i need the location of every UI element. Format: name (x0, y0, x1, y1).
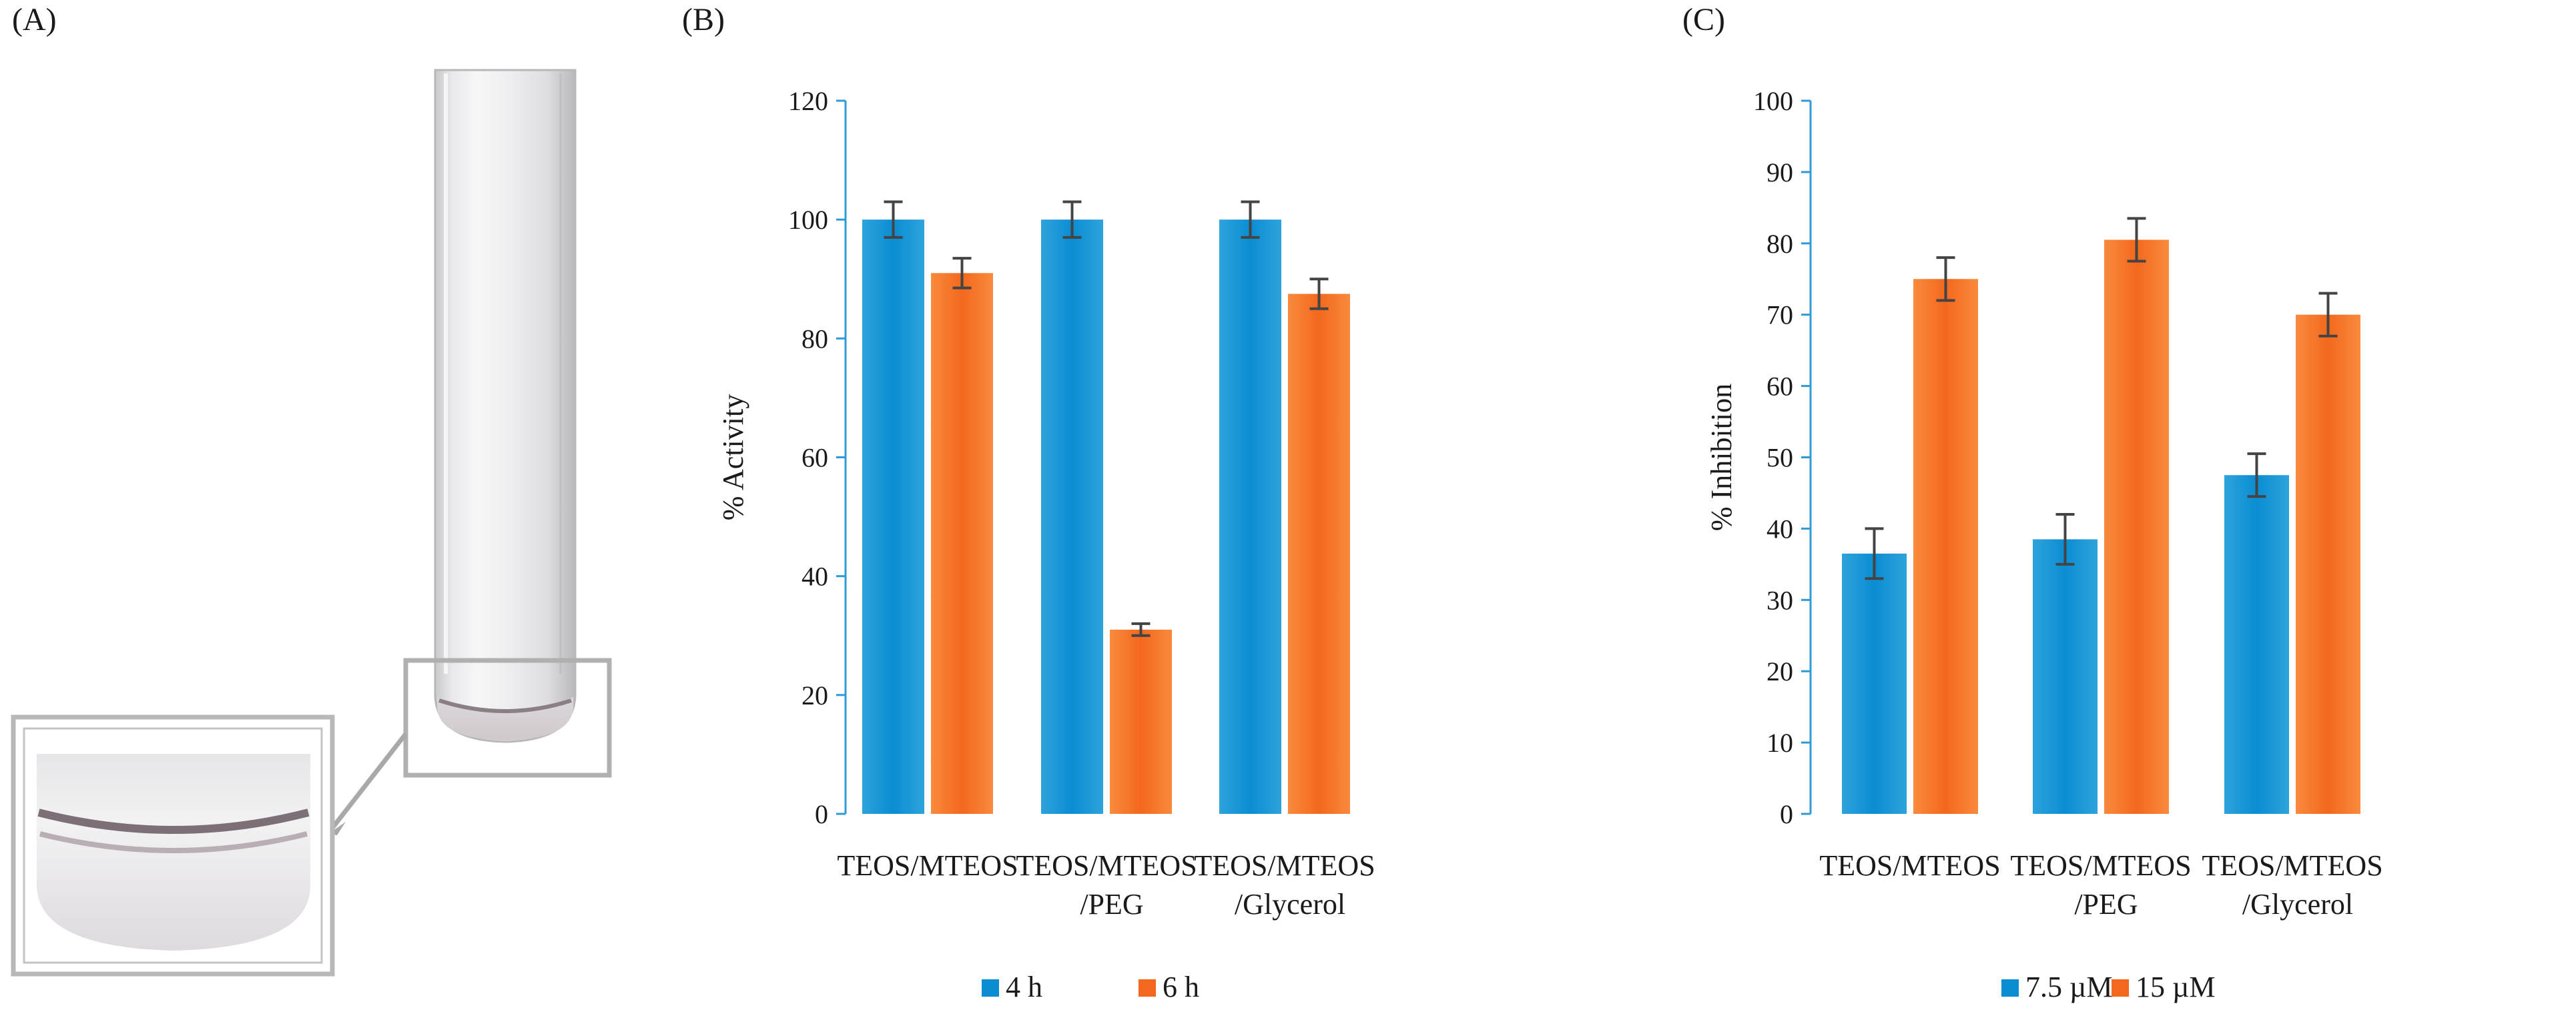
bar (2104, 239, 2169, 815)
y-tick-label: 30 (1766, 585, 1793, 615)
bar (2033, 539, 2098, 814)
x-tick-label: TEOS/MTEOS (1819, 849, 2000, 882)
panel-label-b: (B) (682, 2, 725, 37)
y-tick-label: 60 (801, 443, 828, 473)
test-tube (434, 69, 577, 743)
x-tick-label: /Glycerol (2242, 888, 2353, 921)
bar (862, 219, 924, 815)
legend-label: 7.5 µM (2025, 971, 2112, 1003)
y-tick-label: 100 (1753, 86, 1793, 116)
bar (2224, 475, 2289, 814)
legend-swatch (2112, 979, 2129, 997)
y-tick-label: 60 (1766, 372, 1793, 402)
legend-swatch (2001, 979, 2019, 997)
y-tick-label: 100 (788, 205, 828, 235)
x-tick-label: TEOS/MTEOS (2202, 849, 2382, 882)
y-tick-label: 90 (1766, 157, 1793, 187)
x-tick-label: TEOS/MTEOS (2010, 849, 2191, 882)
y-tick-label: 120 (788, 86, 828, 116)
legend-label: 4 h (1006, 971, 1042, 1003)
y-axis-title: % Inhibition (1705, 384, 1738, 531)
bar (1288, 294, 1350, 814)
y-tick-label: 10 (1766, 728, 1793, 758)
y-tick-label: 40 (1766, 514, 1793, 544)
y-tick-label: 20 (801, 680, 828, 710)
bar (1110, 629, 1172, 814)
y-tick-label: 70 (1766, 300, 1793, 330)
x-tick-label: /PEG (1080, 888, 1143, 921)
panel-label-c: (C) (1682, 2, 1725, 37)
bar (1913, 279, 1978, 814)
y-axis-title: % Activity (717, 394, 749, 520)
y-tick-label: 0 (815, 799, 828, 829)
bar (1219, 219, 1281, 815)
bar (2296, 314, 2360, 814)
y-tick-label: 20 (1766, 656, 1793, 686)
x-tick-label: /Glycerol (1235, 888, 1345, 921)
x-tick-label: TEOS/MTEOS (837, 849, 1018, 882)
y-tick-label: 50 (1766, 443, 1793, 473)
y-tick-label: 80 (801, 324, 828, 354)
x-tick-label: TEOS/MTEOS (1016, 849, 1197, 882)
bar (1041, 219, 1103, 815)
legend-swatch (982, 979, 999, 997)
y-tick-label: 80 (1766, 229, 1793, 259)
x-tick-label: /PEG (2074, 888, 2138, 921)
panel-label-a: (A) (12, 2, 57, 37)
y-tick-label: 40 (801, 562, 828, 592)
highlight-box (403, 658, 612, 778)
legend-label: 6 h (1163, 971, 1199, 1003)
inhibition-chart: 0 10 20 30 40 50 60 70 80 90 100 % Inhibition TEOS/M… (1705, 86, 2383, 1003)
legend-label: 15 µM (2136, 971, 2215, 1003)
x-tick-label: TEOS/MTEOS (1194, 849, 1375, 882)
bar (931, 273, 993, 814)
bar (1842, 553, 1907, 814)
legend-swatch (1139, 979, 1156, 997)
y-tick-label: 0 (1780, 799, 1793, 829)
test-tube-photo (11, 69, 612, 977)
